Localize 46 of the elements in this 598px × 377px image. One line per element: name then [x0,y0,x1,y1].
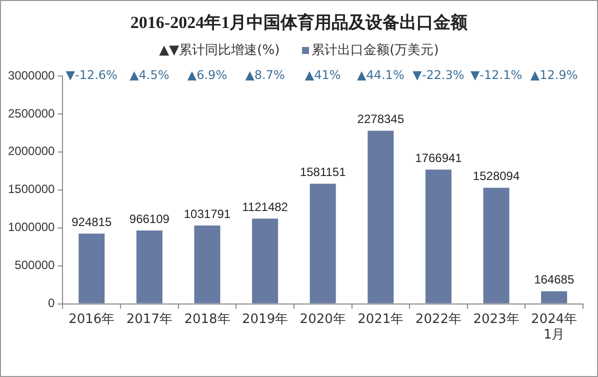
x-tick-label: 2016年 [68,312,115,327]
x-tick-label: 2022年 [415,312,462,327]
x-tick-label: 2019年 [242,312,288,327]
annotation: ▲6.9% [187,68,228,82]
bar [136,230,162,304]
data-label: 966109 [129,212,170,226]
annotation: ▲8.7% [245,68,285,82]
x-tick-label: 2021年 [358,312,404,327]
data-label: 924815 [72,214,112,229]
y-tick-label: 0 [48,296,56,310]
bar [252,218,278,304]
data-label: 2278345 [357,112,404,126]
y-tick-label: 3000000 [8,68,56,82]
data-label: 1766941 [415,150,462,165]
annotation: ▲41% [304,68,341,82]
data-label: 1581151 [300,165,346,180]
data-label: 1528094 [472,169,520,184]
bar [483,188,510,304]
annotation: ▲12.9% [530,68,578,82]
y-tick-label: 1000000 [8,220,56,234]
bar [194,225,220,304]
bar [310,184,336,304]
bar [425,170,452,304]
annotation: ▲4.5% [130,68,170,82]
x-tick-label: 2020年 [300,312,346,327]
bar [368,130,394,304]
annotation: ▼-12.6% [66,68,118,82]
x-tick-label: 2024年 1月 [531,312,578,343]
y-tick-label: 1500000 [8,182,56,196]
annotation: ▲44.1% [356,68,404,82]
annotation: ▼-12.1% [470,68,522,82]
data-label: 164685 [534,272,574,287]
legend-label: 累计出口金额(万美元) [312,42,439,59]
bar [78,234,105,304]
x-tick-label: 2023年 [473,312,520,327]
x-tick-label: 2018年 [184,312,230,327]
chart-title: 2016-2024年1月中国体育用品及设备出口金额 [129,12,469,34]
bar [541,291,568,304]
y-tick-label: 500000 [14,258,56,272]
data-label: 1121482 [242,200,288,214]
y-tick-label: 2500000 [8,106,56,120]
text: ▲▼累计同比增速(%) [159,42,280,59]
y-tick-label: 2000000 [8,144,56,158]
x-tick-label: 2017年 [126,312,172,327]
annotation: ▼-22.3% [412,68,464,82]
data-label: 1031791 [184,206,231,221]
